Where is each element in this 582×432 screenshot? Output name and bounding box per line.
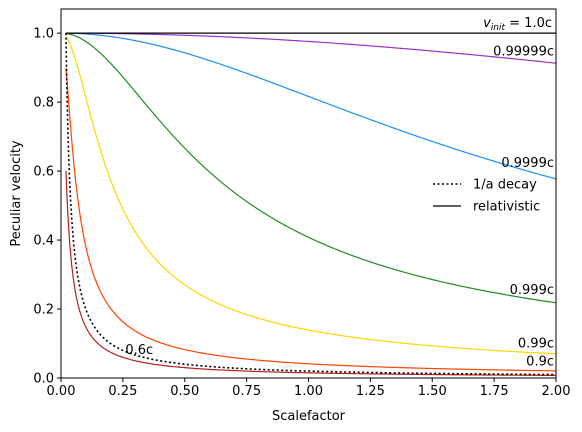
x-axis-label: Scalefactor bbox=[272, 409, 346, 424]
y-tick-label: 1.0 bbox=[33, 27, 54, 42]
x-axis: 0.00 0.25 0.50 0.75 1.00 1.25 1.50 1.75 2.00 bbox=[47, 378, 571, 399]
series-line-0.9c bbox=[65, 67, 557, 372]
x-tick-label: 0.75 bbox=[232, 384, 261, 399]
series-line-decay bbox=[65, 33, 557, 376]
x-tick-label: 1.00 bbox=[294, 384, 323, 399]
y-tick-label: 0.4 bbox=[33, 234, 54, 249]
series-label-0.99999c: 0.99999c bbox=[493, 45, 554, 60]
series-label-0.9999c: 0.9999c bbox=[501, 156, 554, 171]
x-tick-label: 0.25 bbox=[108, 384, 137, 399]
y-tick-label: 0.0 bbox=[33, 372, 54, 387]
x-tick-label: 1.50 bbox=[418, 384, 447, 399]
curves-group bbox=[65, 32, 557, 377]
y-tick-label: 0.6 bbox=[33, 165, 54, 180]
series-label-0.999c: 0.999c bbox=[510, 283, 554, 298]
y-axis-label: Peculiar velocity bbox=[9, 140, 24, 247]
x-tick-label: 0.00 bbox=[47, 384, 76, 399]
series-line-0.99c bbox=[65, 36, 557, 355]
y-tick-label: 0.2 bbox=[33, 303, 54, 318]
x-tick-label: 1.25 bbox=[356, 384, 385, 399]
x-tick-label: 1.75 bbox=[480, 384, 509, 399]
legend: 1/a decay relativistic bbox=[433, 178, 540, 215]
y-tick-label: 0.8 bbox=[33, 96, 54, 111]
y-axis: 0.0 0.2 0.4 0.6 0.8 1.0 bbox=[33, 27, 61, 387]
legend-label: relativistic bbox=[473, 200, 540, 215]
series-line-0.6c bbox=[65, 171, 557, 377]
x-tick-label: 2.00 bbox=[542, 384, 571, 399]
vinit-annotation: vinit = 1.0c bbox=[483, 16, 552, 33]
series-label-0.6c: 0.6c bbox=[125, 343, 153, 358]
legend-label: 1/a decay bbox=[473, 178, 537, 193]
curve-labels-group: 0.6c 0.9c 0.99c 0.999c 0.9999c 0.99999c bbox=[125, 45, 554, 370]
series-line-0.999c bbox=[65, 32, 557, 304]
series-label-0.99c: 0.99c bbox=[518, 337, 554, 352]
x-tick-label: 0.50 bbox=[170, 384, 199, 399]
series-label-0.9c: 0.9c bbox=[526, 355, 554, 370]
